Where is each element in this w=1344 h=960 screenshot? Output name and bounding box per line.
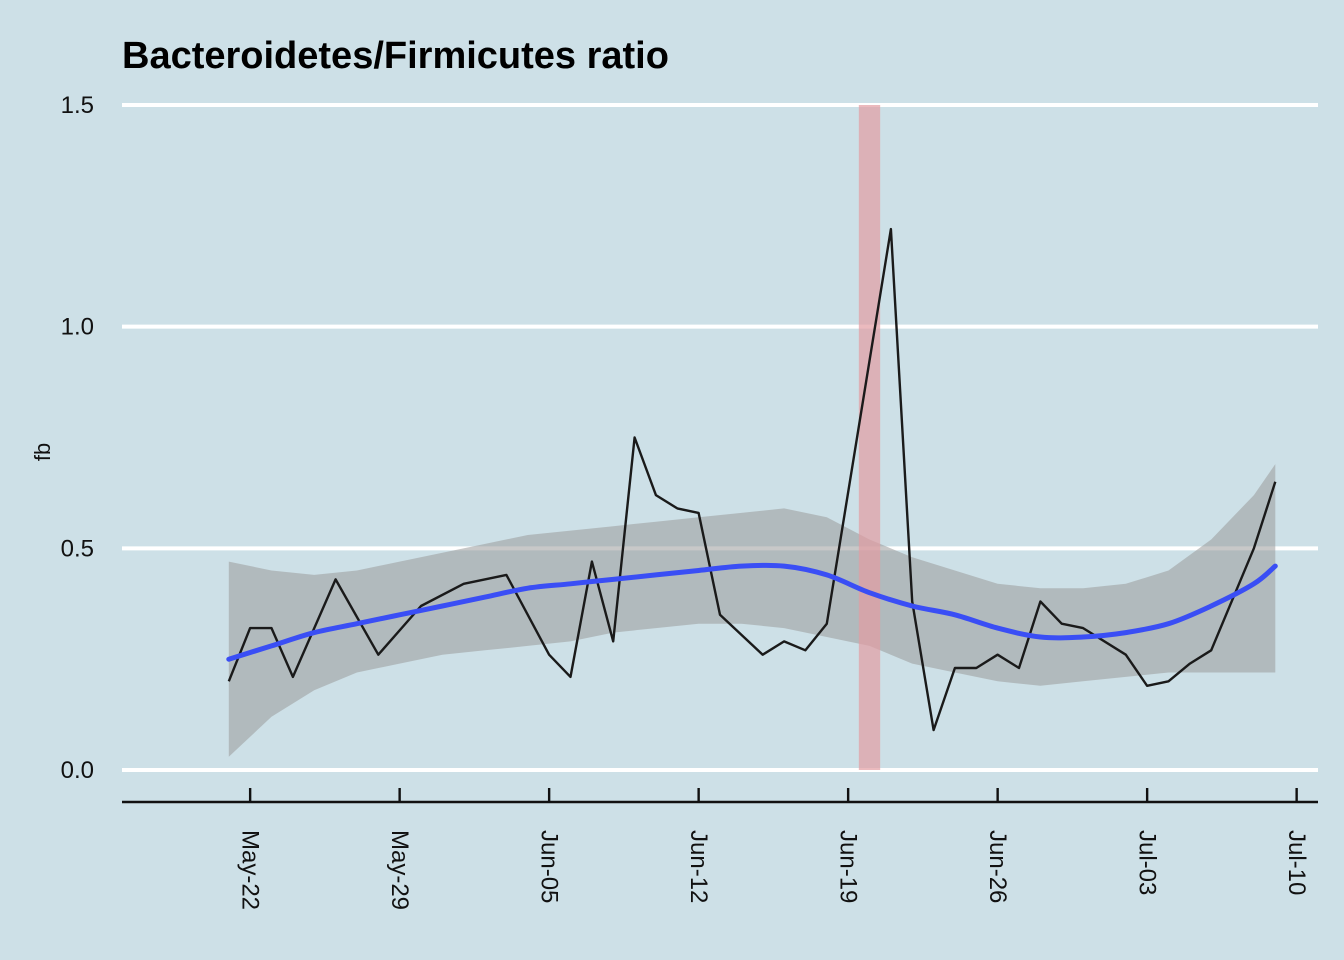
y-tick-label: 0.0: [61, 757, 94, 784]
confidence-band: [228, 464, 1276, 757]
x-tick-label: May-29: [386, 830, 413, 910]
highlight-bar: [858, 105, 881, 770]
y-axis-title: fb: [30, 443, 55, 461]
x-tick-label: Jun-12: [685, 830, 712, 903]
confidence-band-group: [228, 464, 1276, 757]
y-axis: 0.0 0.5 1.0 1.5: [61, 92, 94, 784]
x-axis: May-22 May-29 Jun-05 Jun-12 Jun-19 Jun-26 Jul-…: [122, 788, 1318, 910]
x-tick-label: Jul-03: [1134, 830, 1161, 895]
x-tick-label: Jun-05: [536, 830, 563, 903]
y-tick-label: 1.5: [61, 92, 94, 119]
x-tick-label: May-22: [237, 830, 264, 910]
x-tick-label: Jun-19: [835, 830, 862, 903]
y-tick-label: 1.0: [61, 314, 94, 341]
series-line-raw: [227, 227, 1277, 732]
x-tick-label: Jul-10: [1283, 830, 1310, 895]
y-tick-label: 0.5: [61, 535, 94, 562]
x-tick-label: Jun-26: [984, 830, 1011, 903]
grid-lines: [122, 103, 1318, 772]
series-line-smooth: [226, 562, 1278, 662]
chart-title: Bacteroidetes/Firmicutes ratio: [122, 35, 669, 77]
series-lines: [226, 227, 1278, 732]
highlight-group: [858, 105, 881, 770]
